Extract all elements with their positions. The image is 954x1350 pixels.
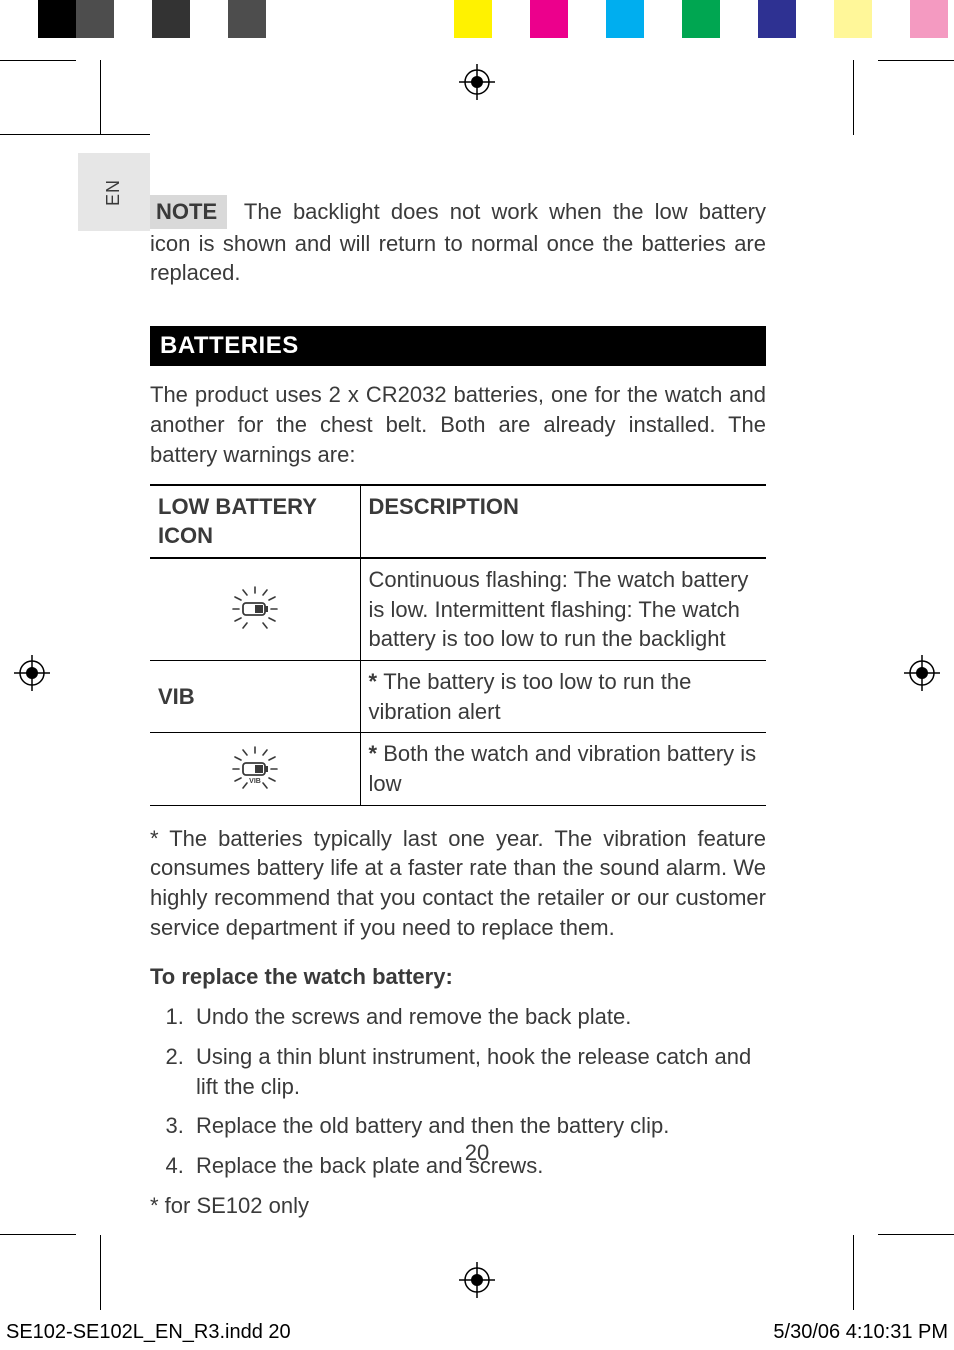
crop-mark — [100, 60, 101, 135]
table-row: VIB* The battery is too low to run the v… — [150, 660, 766, 732]
table-cell-desc: * Both the watch and vibration battery i… — [360, 733, 766, 805]
list-item: Undo the screws and remove the back plat… — [190, 1002, 766, 1032]
color-swatch — [266, 0, 454, 38]
crop-mark — [878, 1234, 954, 1235]
list-item: Using a thin blunt instrument, hook the … — [190, 1042, 766, 1101]
color-swatch — [454, 0, 492, 38]
intro-paragraph: The product uses 2 x CR2032 batteries, o… — [150, 380, 766, 469]
table-row: VIB * Both the watch and vibration batte… — [150, 733, 766, 805]
crop-mark — [878, 60, 954, 61]
table-row: Continuous flashing: The watch battery i… — [150, 558, 766, 661]
color-swatch — [76, 0, 114, 38]
color-swatch — [492, 0, 530, 38]
color-swatch — [0, 0, 38, 38]
registration-mark-icon — [14, 655, 50, 691]
table-cell-icon — [150, 558, 360, 661]
color-swatch — [796, 0, 834, 38]
list-item: Replace the old battery and then the bat… — [190, 1111, 766, 1141]
crop-mark — [0, 1234, 76, 1235]
slug-timestamp: 5/30/06 4:10:31 PM — [773, 1321, 948, 1344]
registration-mark-icon — [459, 1262, 495, 1298]
color-swatch — [530, 0, 568, 38]
print-color-bar — [0, 0, 954, 38]
color-swatch — [114, 0, 152, 38]
color-swatch — [910, 0, 948, 38]
page-number: 20 — [0, 1140, 954, 1166]
crop-mark — [0, 134, 150, 135]
note-text: The backlight does not work when the low… — [150, 199, 766, 285]
language-tab: EN — [78, 153, 150, 231]
battery-table: LOW BATTERY ICON DESCRIPTION Continuous … — [150, 484, 766, 806]
note-paragraph: NOTE The backlight does not work when th… — [150, 195, 766, 288]
crop-mark — [853, 60, 854, 135]
table-header: DESCRIPTION — [360, 485, 766, 558]
table-header: LOW BATTERY ICON — [150, 485, 360, 558]
note-label: NOTE — [150, 195, 227, 229]
color-swatch — [38, 0, 76, 38]
table-cell-desc: Continuous flashing: The watch battery i… — [360, 558, 766, 661]
low-battery-vib-icon: VIB — [158, 745, 352, 793]
crop-mark — [100, 1235, 101, 1310]
table-cell-icon: VIB — [150, 660, 360, 732]
color-swatch — [758, 0, 796, 38]
color-swatch — [644, 0, 682, 38]
language-code: EN — [103, 178, 124, 205]
low-battery-icon — [158, 585, 352, 633]
print-slug: SE102-SE102L_EN_R3.indd 20 5/30/06 4:10:… — [6, 1321, 948, 1344]
color-swatch — [152, 0, 190, 38]
table-cell-desc: * The battery is too low to run the vibr… — [360, 660, 766, 732]
slug-filename: SE102-SE102L_EN_R3.indd 20 — [6, 1321, 291, 1344]
color-swatch — [720, 0, 758, 38]
asterisk-paragraph: * The batteries typically last one year.… — [150, 824, 766, 943]
section-heading: BATTERIES — [150, 326, 766, 366]
color-swatch — [682, 0, 720, 38]
color-swatch — [834, 0, 872, 38]
replace-subhead: To replace the watch battery: — [150, 962, 766, 992]
color-swatch — [190, 0, 228, 38]
crop-mark — [853, 1235, 854, 1310]
color-swatch — [872, 0, 910, 38]
page-content: NOTE The backlight does not work when th… — [150, 195, 766, 1220]
color-swatch — [568, 0, 606, 38]
footnote: * for SE102 only — [150, 1191, 766, 1221]
registration-mark-icon — [459, 64, 495, 100]
color-swatch — [228, 0, 266, 38]
registration-mark-icon — [904, 655, 940, 691]
color-swatch — [606, 0, 644, 38]
crop-mark — [0, 60, 76, 61]
svg-text:VIB: VIB — [249, 778, 261, 785]
table-cell-icon: VIB — [150, 733, 360, 805]
